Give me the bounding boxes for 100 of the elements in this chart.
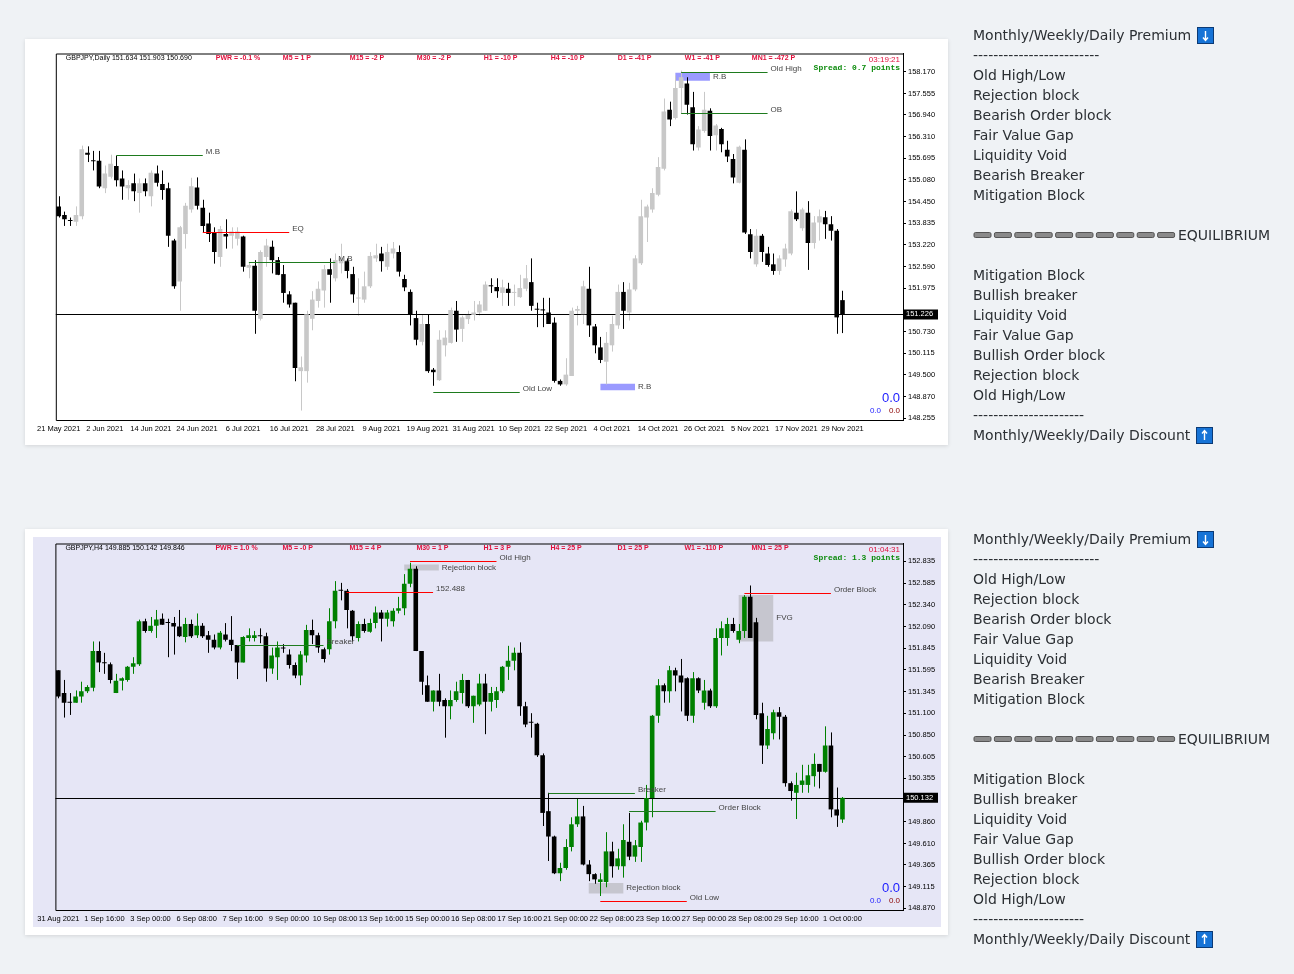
text: ------------------------- [973, 550, 1100, 569]
ref-line-label: OB [770, 104, 783, 114]
text: Liquidity Void [973, 810, 1068, 829]
candlestick [90, 150, 96, 171]
text: Bullish Order block [973, 850, 1106, 869]
text: Rejection block [973, 590, 1080, 609]
candlestick [102, 652, 107, 675]
band-label: R.B [638, 382, 652, 392]
ref-line-label: Old Low [689, 892, 720, 902]
text: Monthly/Weekly/Daily Discount [973, 930, 1191, 949]
candlestick [776, 706, 782, 740]
text: Mitigation Block [973, 690, 1085, 709]
candlestick [759, 233, 765, 263]
candlestick [194, 612, 199, 639]
text: Rejection block [973, 870, 1080, 889]
ref-line-label: 152.488 [436, 583, 466, 593]
band-label: R.B [712, 71, 727, 81]
text: Bearish Order block [973, 610, 1112, 629]
text: Rejection block [973, 86, 1080, 105]
candlestick [574, 797, 580, 828]
candlestick [171, 616, 176, 656]
text: Bearish Breaker [973, 166, 1085, 185]
candlestick [586, 859, 592, 882]
annotation: 0.0 [888, 896, 901, 906]
candlestick [563, 838, 568, 871]
candlestick [96, 640, 101, 673]
text: Monthly/Weekly/Daily Discount [973, 426, 1191, 445]
candlestick [776, 254, 782, 276]
candlestick [350, 266, 355, 304]
candlestick [217, 630, 223, 650]
candlestick [177, 609, 182, 638]
text: Old High/Low [973, 570, 1066, 589]
candlestick [228, 615, 234, 652]
ref-line-label: Old High [770, 63, 802, 73]
candlestick [453, 681, 459, 703]
annotation: 0.0 [869, 406, 882, 416]
candlestick [396, 244, 402, 278]
candlestick [817, 763, 822, 789]
text: Fair Value Gap [973, 326, 1074, 345]
text: Mitigation Block [973, 770, 1085, 789]
annotation: 01:04:31 [868, 544, 901, 554]
candlestick [626, 282, 632, 322]
candlestick [430, 689, 436, 712]
text: Old High/Low [973, 890, 1066, 909]
candlestick [379, 246, 384, 273]
candlestick [505, 282, 511, 307]
text: Monthly/Weekly/Daily Premium [973, 530, 1192, 549]
candlestick [298, 650, 303, 686]
candlestick [131, 173, 136, 202]
text: Bullish Order block [973, 346, 1106, 365]
candlestick [592, 323, 597, 354]
text: Bullish breaker [973, 790, 1078, 809]
candlestick [817, 209, 822, 242]
band-label: FVG [776, 613, 793, 623]
text: EQUILIBRIUM [1178, 226, 1270, 245]
candlestick [500, 279, 505, 307]
candlestick [459, 315, 465, 343]
candlestick [419, 313, 425, 346]
candlestick [719, 127, 724, 153]
text: Bearish Breaker [973, 670, 1085, 689]
candlestick [672, 667, 678, 692]
text: Mitigation Block [973, 266, 1085, 285]
text: Rejection block [973, 366, 1080, 385]
ref-line-label: M.B [205, 146, 220, 156]
candlestick [736, 623, 741, 644]
candlestick [327, 257, 332, 304]
annotation: Spread: 1.3 points [813, 552, 901, 562]
annotation: 0.0 [881, 389, 900, 405]
candlestick [344, 588, 349, 629]
candlestick [794, 772, 799, 820]
candlestick [154, 165, 159, 187]
candlestick [840, 796, 845, 824]
text: Liquidity Void [973, 306, 1068, 325]
annotation: 03:19:21 [868, 54, 901, 64]
band-label: Rejection block [626, 883, 682, 893]
candlestick [828, 215, 834, 242]
annotation: Spread: 0.7 points [813, 62, 901, 72]
candlestick [713, 123, 718, 152]
text: Old High/Low [973, 386, 1066, 405]
candlestick [724, 140, 730, 163]
text: Monthly/Weekly/Daily Premium [973, 26, 1192, 45]
candlestick [794, 190, 799, 222]
candlestick [569, 816, 574, 852]
candlestick [747, 228, 753, 259]
candlestick [667, 101, 672, 127]
text: ---------------------- [973, 910, 1085, 929]
text: Bearish Order block [973, 106, 1112, 125]
candlestick [598, 336, 603, 364]
candlestick [811, 215, 816, 250]
text: ---------------------- [973, 406, 1085, 425]
candlestick [661, 682, 667, 704]
text: ------------------------- [973, 46, 1100, 65]
candlestick [448, 689, 453, 720]
annotation: 0.0 [881, 879, 900, 895]
candlestick [822, 210, 828, 240]
candlestick [701, 679, 707, 711]
candlestick [471, 300, 476, 322]
text: Fair Value Gap [973, 830, 1074, 849]
text: Fair Value Gap [973, 630, 1074, 649]
candlestick [494, 277, 499, 299]
